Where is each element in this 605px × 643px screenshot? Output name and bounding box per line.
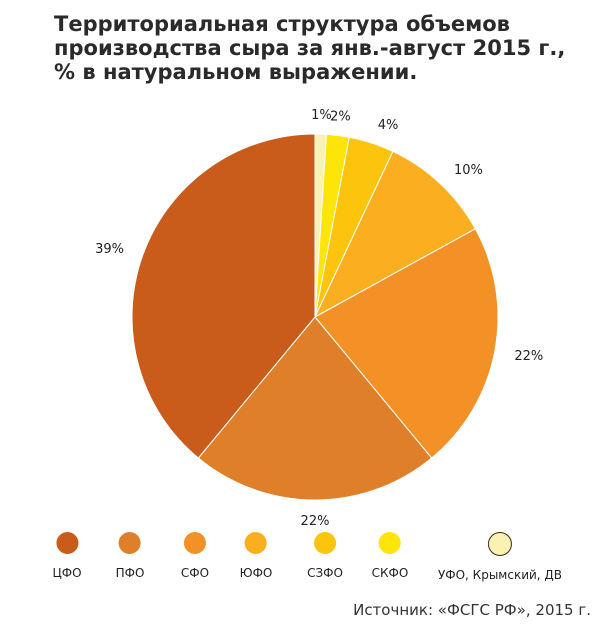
slice-label-3: 10%: [454, 163, 483, 178]
legend-item-5: СКФО: [371, 532, 409, 580]
legend-swatch-1: [119, 532, 141, 554]
legend-label-3: ЮФО: [239, 566, 273, 580]
slice-label-2: 4%: [378, 118, 399, 133]
legend-swatch-3: [244, 532, 267, 554]
legend-item-6: УФО, Крымский, ДВ: [438, 532, 562, 582]
legend-label-0: ЦФО: [52, 566, 82, 580]
legend-swatch-2: [184, 532, 206, 554]
pie-slice-3: [313, 150, 477, 319]
legend-label-2: СФО: [180, 566, 210, 580]
chart-title-line-2: производства сыра за янв.-август 2015 г.…: [54, 36, 566, 60]
legend-item-3: ЮФО: [239, 532, 273, 580]
chart-title: Территориальная структура объемов произв…: [54, 12, 599, 84]
legend-swatch-6: [488, 532, 512, 556]
pie-slice-4: [314, 228, 499, 459]
legend-swatch-0: [56, 532, 78, 554]
legend-label-5: СКФО: [371, 566, 409, 580]
legend-item-2: СФО: [181, 532, 209, 580]
legend-item-0: ЦФО: [52, 532, 82, 580]
slice-label-1: 2%: [330, 110, 351, 125]
slice-label-0: 1%: [311, 108, 332, 123]
legend-swatch-5: [379, 532, 401, 554]
legend-label-6: УФО, Крымский, ДВ: [437, 568, 563, 582]
chart-title-line-1: Территориальная структура объемов: [54, 12, 510, 36]
legend-label-1: ПФО: [115, 566, 145, 580]
slice-label-6: 39%: [95, 242, 124, 257]
pie-slice-5: [197, 316, 433, 501]
source-note: Источник: «ФСГС РФ», 2015 г.: [353, 601, 591, 619]
legend-item-4: СЗФО: [307, 532, 343, 580]
pie-slice-6: [131, 133, 316, 459]
slice-label-5: 22%: [301, 514, 330, 529]
chart-legend: ЦФО ПФО СФО ЮФО СЗФО СКФО УФО, Крымский, ДВ: [40, 532, 600, 592]
chart-title-line-3: % в натуральном выражении.: [54, 60, 418, 84]
legend-label-4: СЗФО: [307, 566, 343, 580]
legend-item-1: ПФО: [115, 532, 145, 580]
legend-swatch-4: [313, 532, 336, 554]
slice-label-4: 22%: [514, 349, 543, 364]
